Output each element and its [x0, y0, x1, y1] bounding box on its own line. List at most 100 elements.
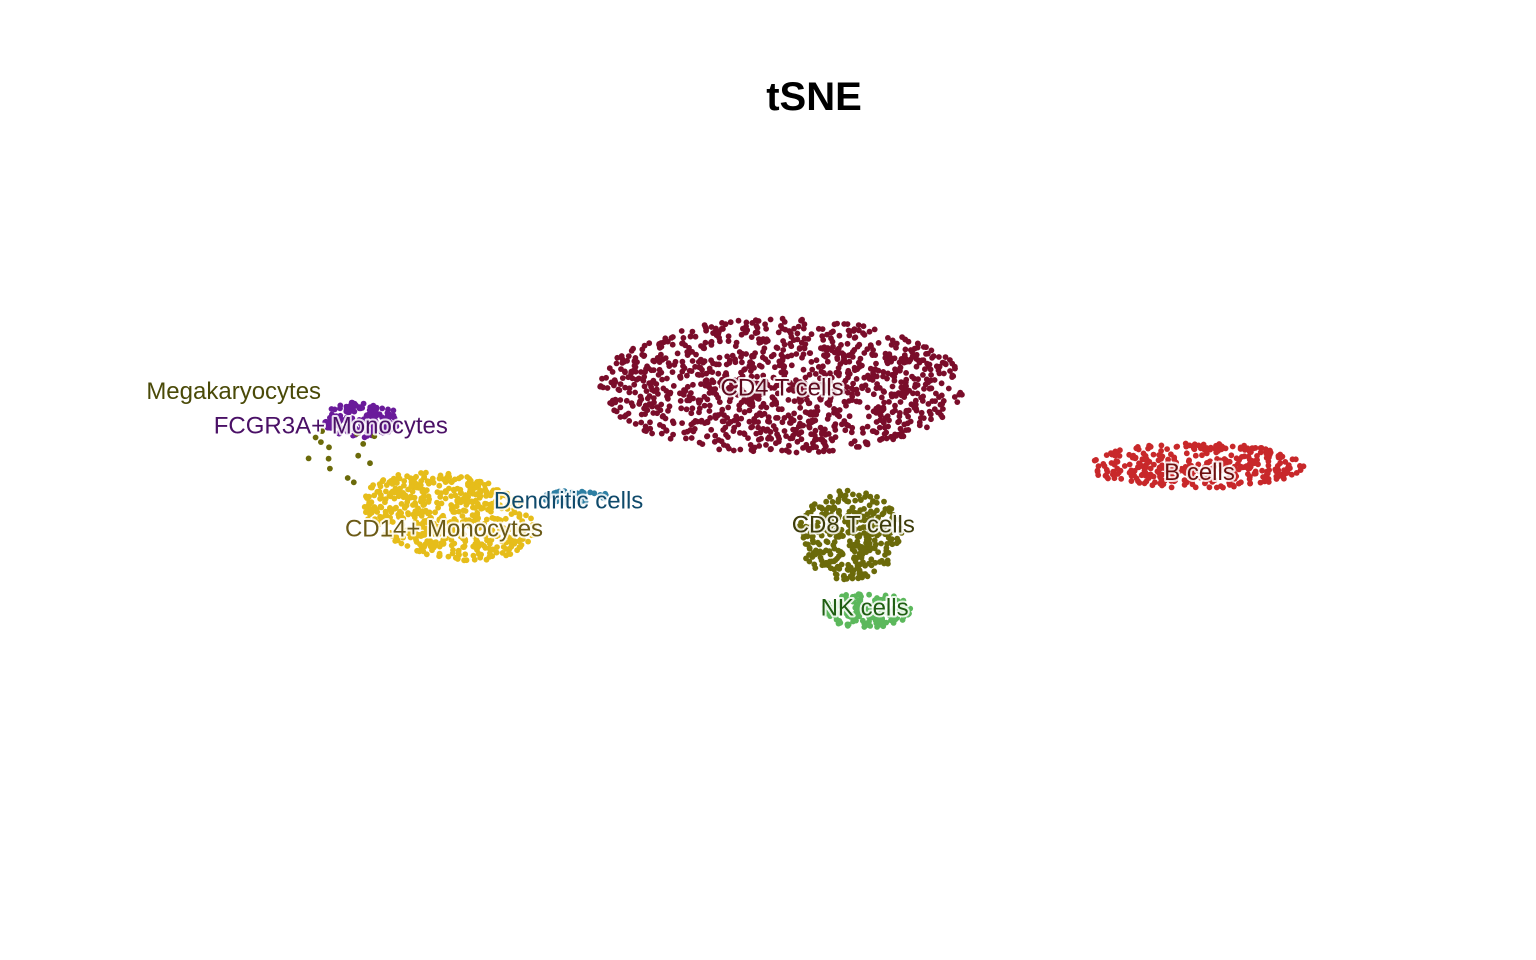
data-point [795, 323, 802, 330]
data-point [1226, 458, 1233, 465]
data-point [834, 354, 841, 361]
data-point [824, 331, 830, 338]
data-point [688, 435, 695, 441]
data-point [499, 550, 506, 556]
data-point [784, 353, 791, 360]
data-point [428, 514, 434, 521]
data-point [874, 381, 880, 387]
data-point [399, 521, 405, 527]
data-point [947, 357, 953, 363]
data-point [1198, 471, 1205, 477]
data-point [869, 428, 876, 434]
data-point [709, 377, 715, 384]
data-point [600, 384, 606, 391]
data-point [951, 394, 958, 400]
data-point [725, 333, 732, 340]
data-point [939, 414, 946, 421]
data-point [888, 506, 895, 512]
data-point [779, 315, 786, 322]
data-point [903, 370, 909, 376]
data-point [864, 423, 871, 430]
data-point [607, 400, 613, 406]
data-point [429, 547, 435, 554]
data-point [852, 497, 859, 504]
data-point [897, 365, 904, 371]
data-point [318, 439, 324, 445]
data-point [805, 510, 811, 516]
data-point [413, 473, 419, 480]
data-point [1213, 449, 1220, 456]
data-point [836, 407, 843, 413]
data-point [813, 357, 820, 364]
data-point [902, 346, 909, 353]
data-point [735, 317, 742, 324]
data-point [731, 424, 738, 431]
data-point [866, 374, 873, 381]
data-point [716, 354, 723, 361]
data-point [650, 357, 657, 364]
data-point [373, 506, 380, 513]
data-point [898, 379, 905, 385]
data-point [733, 413, 740, 420]
data-point [1244, 463, 1250, 470]
data-point [752, 330, 759, 336]
data-point [767, 446, 774, 453]
data-point [823, 538, 830, 545]
data-point [730, 447, 737, 454]
data-point [1265, 462, 1272, 469]
data-point [878, 609, 884, 616]
data-point [812, 371, 819, 377]
data-point [849, 391, 855, 398]
data-point [846, 413, 853, 420]
data-point [759, 386, 765, 392]
data-point [882, 609, 889, 616]
data-point [1147, 443, 1154, 450]
data-point [798, 390, 805, 396]
data-point [455, 528, 462, 535]
data-point [813, 436, 820, 443]
data-point [844, 369, 851, 376]
data-point [659, 376, 665, 383]
data-point [817, 424, 824, 431]
data-point [708, 338, 715, 345]
data-point [688, 421, 695, 428]
data-point [684, 383, 691, 390]
data-point [696, 439, 703, 446]
data-point [866, 502, 873, 509]
cluster-label-fcgr3a-monocytes: FCGR3A+ Monocytes [214, 413, 448, 440]
data-point [708, 357, 714, 364]
data-point [326, 444, 332, 451]
data-point [660, 423, 667, 430]
data-point [1220, 444, 1227, 451]
data-point [401, 482, 407, 489]
data-point [438, 500, 445, 507]
data-point [816, 518, 822, 525]
data-point [732, 356, 738, 363]
data-point [884, 360, 891, 367]
data-point [738, 386, 745, 393]
data-point [809, 366, 816, 373]
data-point [726, 445, 732, 452]
data-point [802, 374, 809, 381]
data-point [873, 499, 880, 506]
data-point [898, 610, 905, 617]
data-point [508, 543, 515, 550]
data-point [832, 571, 839, 577]
data-point [387, 505, 393, 511]
data-point [419, 488, 426, 495]
data-point [827, 493, 833, 500]
data-point [880, 406, 887, 412]
data-point [875, 407, 882, 414]
data-point [731, 377, 738, 384]
data-point [820, 526, 826, 533]
data-point [646, 340, 653, 347]
data-point [901, 394, 908, 400]
data-point [707, 415, 714, 421]
data-point [679, 420, 685, 426]
data-point [472, 505, 479, 511]
data-point [874, 532, 881, 539]
data-point [834, 383, 840, 390]
data-point [887, 530, 894, 536]
data-point [871, 568, 878, 575]
data-point [739, 359, 745, 366]
